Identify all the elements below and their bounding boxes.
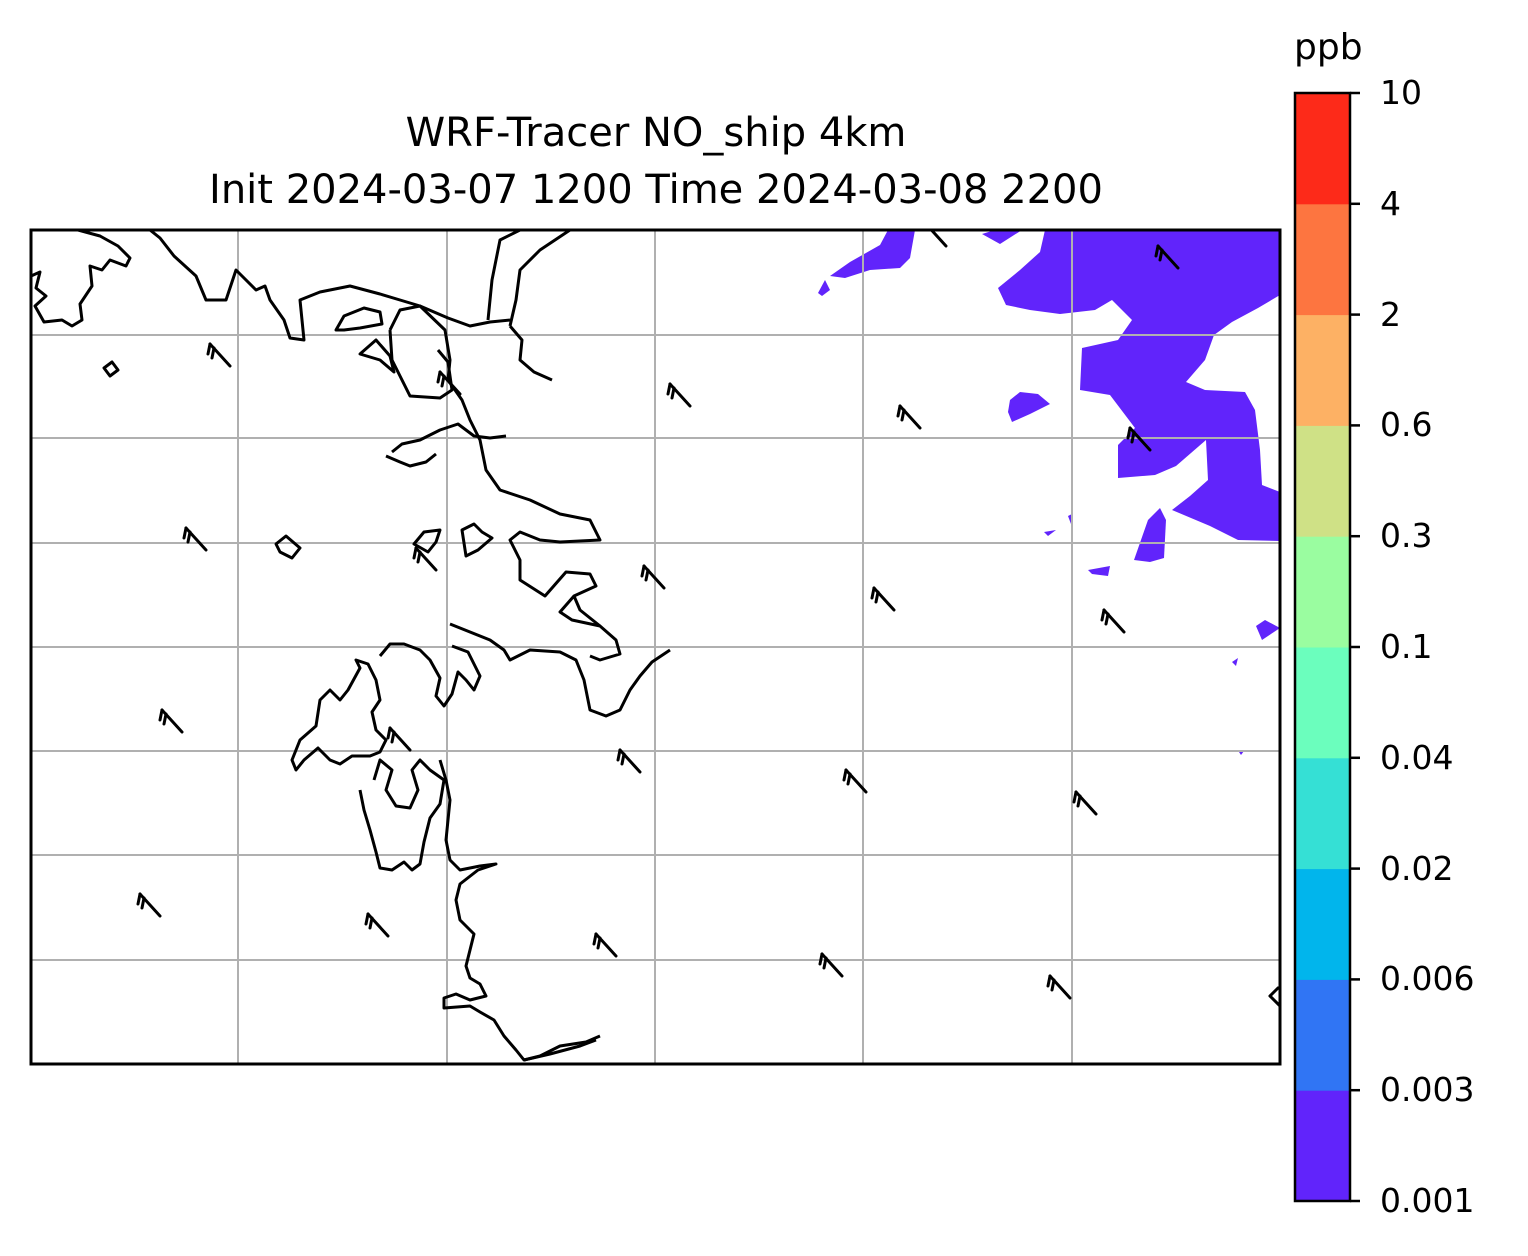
wind-barb: [870, 586, 896, 612]
plot-title-line-2: Init 2024-03-07 1200 Time 2024-03-08 220…: [209, 167, 1103, 213]
tracer-plume-islet-e: [1256, 620, 1280, 640]
colorbar-band: [1295, 979, 1350, 1091]
coastline-peninsula-b: [358, 338, 396, 374]
wind-barb: [896, 404, 922, 430]
colorbar-band: [1295, 647, 1350, 759]
coastline-peninsula-a: [334, 306, 384, 332]
tracer-plume-islet-b: [1008, 392, 1050, 422]
tracer-plume-north: [830, 230, 915, 278]
map-gridlines: [31, 230, 1280, 1064]
map-frame: [29, 228, 1282, 1066]
tracer-concentration-fill: [818, 230, 1280, 755]
wind-barb: [158, 708, 184, 734]
wind-barb: [666, 382, 692, 408]
coastline-islet-west: [102, 360, 120, 378]
plot-title-line-1: WRF-Tracer NO_ship 4km: [405, 110, 907, 156]
coastline-south-tip: [523, 1038, 597, 1062]
coastline-west-ridge: [572, 595, 601, 628]
coastline-inlet: [388, 329, 454, 400]
tracer-plume-north-fragment: [982, 230, 1022, 244]
colorbar-band: [1295, 93, 1350, 205]
coastlines: [31, 230, 671, 1062]
colorbar-tick-label: 4: [1380, 183, 1401, 223]
colorbar-band: [1295, 314, 1350, 426]
colorbar-tick-label: 0.001: [1380, 1181, 1475, 1220]
colorbar-tick-label: 10: [1380, 73, 1422, 112]
tracer-plume-islet-a: [818, 280, 830, 296]
wind-barb: [592, 932, 618, 958]
coastline-island-a: [385, 452, 437, 468]
colorbar-tick-label: 0.6: [1380, 405, 1433, 445]
coastline-islet-mid: [274, 534, 302, 560]
wind-barb: [1072, 790, 1098, 816]
tracer-plume-islet-g: [1044, 530, 1056, 536]
colorbar: [1293, 91, 1360, 1203]
colorbar-tick-label: 0.1: [1380, 627, 1433, 666]
wind-barb: [818, 952, 844, 978]
wind-barb: [616, 748, 642, 774]
wind-barb: [1154, 244, 1180, 270]
colorbar-tick-label: 0.006: [1380, 959, 1475, 999]
coastline-south-peninsula: [290, 658, 388, 772]
wind-barb: [182, 526, 208, 552]
wind-barb: [1126, 426, 1152, 452]
colorbar-tick-label: 0.3: [1380, 516, 1433, 556]
wind-barbs: [136, 230, 1280, 1009]
coastline-bay: [391, 422, 507, 454]
wind-barb: [206, 342, 232, 368]
coastline-south-inner: [378, 642, 482, 708]
colorbar-bands: [1295, 93, 1350, 1202]
wind-barb: [640, 564, 666, 590]
wind-barb: [1268, 986, 1280, 1009]
wind-barb: [364, 912, 390, 938]
colorbar-band: [1295, 1090, 1350, 1202]
tracer-plume-islet-d: [1088, 566, 1110, 576]
tracer-plume-main: [998, 230, 1280, 541]
colorbar-band: [1295, 868, 1350, 980]
wind-barb: [386, 726, 412, 752]
wind-barb: [1046, 974, 1072, 1000]
colorbar-tick-marks: [1350, 91, 1360, 1203]
coastline-south-west-arm: [358, 758, 446, 872]
wind-barb: [412, 546, 438, 572]
colorbar-tick-label: 0.02: [1380, 848, 1454, 888]
wind-barb: [436, 370, 462, 396]
tracer-plume-islet-f: [1232, 658, 1238, 666]
coastline-south-finger: [438, 759, 601, 1062]
colorbar-band: [1295, 536, 1350, 648]
wind-barb: [842, 768, 868, 794]
wind-barb: [929, 230, 948, 248]
coastline-north-shore: [149, 230, 511, 342]
coastline-south-complex: [449, 622, 671, 718]
tracer-plume-islet-c: [1134, 508, 1166, 562]
wind-barb: [136, 892, 162, 918]
coastline-river: [486, 230, 590, 382]
colorbar-band: [1295, 203, 1350, 316]
wind-barb: [1100, 608, 1126, 634]
colorbar-band: [1295, 425, 1350, 537]
colorbar-tick-label: 2: [1380, 294, 1401, 334]
coastline-islands: [412, 522, 494, 558]
coastline-channel: [388, 304, 622, 662]
colorbar-unit-label: ppb: [1294, 27, 1363, 68]
coastline-northwest: [31, 230, 132, 328]
colorbar-band: [1295, 757, 1350, 870]
colorbar-tick-label: 0.04: [1380, 737, 1454, 777]
colorbar-tick-label: 0.003: [1380, 1070, 1475, 1110]
